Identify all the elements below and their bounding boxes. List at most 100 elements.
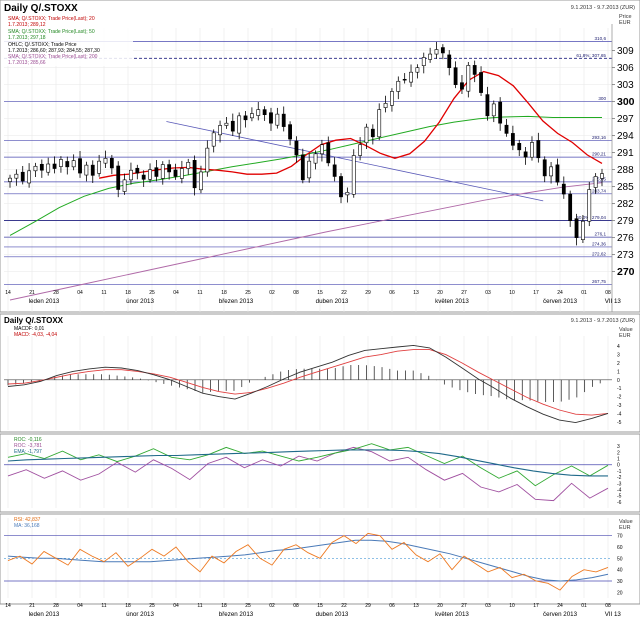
bottom-day-label: 04 xyxy=(77,603,83,609)
candle-body xyxy=(568,193,573,221)
candle-body xyxy=(555,164,560,183)
candle-body xyxy=(447,54,452,68)
candle-body xyxy=(46,163,51,173)
price-month-label: květen 2013 xyxy=(435,298,469,305)
macd-lines xyxy=(7,344,609,424)
macd-tick-label: -3 xyxy=(617,403,622,409)
price-unit-currency: EUR xyxy=(619,20,631,26)
candle-body xyxy=(59,159,63,167)
candle-body xyxy=(84,164,89,176)
macd-tick-label: -5 xyxy=(617,420,622,426)
rsi-ma-line xyxy=(7,539,609,582)
price-level-label: 293,16 xyxy=(592,135,606,140)
price-day-label: 27 xyxy=(461,290,467,296)
candle-body xyxy=(103,158,108,164)
candle-body xyxy=(472,65,477,75)
candle-body xyxy=(377,109,382,138)
candle-body xyxy=(536,140,541,159)
macd-value-label: Value xyxy=(619,327,633,333)
lower-date-range: 9.1.2013 - 9.7.2013 (ZUR) xyxy=(571,318,635,324)
candle-body xyxy=(364,126,369,144)
price-day-label: 02 xyxy=(269,290,275,296)
candle-body xyxy=(281,113,286,127)
price-day-label: 08 xyxy=(293,290,299,296)
price-tick-label: 273 xyxy=(617,250,634,261)
price-panel[interactable]: Daily Q/.STOXX 9.1.2013 - 9.7.2013 (ZUR)… xyxy=(0,0,640,313)
price-tick-label: 270 xyxy=(617,266,635,278)
candle-body xyxy=(313,153,318,164)
candle-body xyxy=(97,160,102,174)
candle-body xyxy=(300,154,305,181)
macd-panel[interactable]: Daily Q/.STOXX 9.1.2013 - 9.7.2013 (ZUR)… xyxy=(0,313,640,433)
candle-body xyxy=(65,161,70,168)
legend-ohlc-label: OHLC; Q/.STOXX; Trade Price xyxy=(8,42,77,48)
price-tick-label: 285 xyxy=(617,182,634,193)
price-level-label: 283,74 xyxy=(592,188,606,193)
price-moving-averages xyxy=(9,70,603,301)
candle-body xyxy=(262,109,267,115)
rsi-value-currency: EUR xyxy=(619,525,631,531)
candle-body xyxy=(199,171,203,191)
candle-body xyxy=(593,176,598,188)
price-unit-label: Price xyxy=(619,14,632,20)
macd-tick-label: 0 xyxy=(617,378,620,384)
legend-rsi-ma: MA: 36,168 xyxy=(14,523,40,529)
candle-body xyxy=(27,170,31,184)
candle-body xyxy=(135,167,140,174)
roc-tick-label: -2 xyxy=(617,475,622,481)
price-day-label: 11 xyxy=(101,290,106,296)
price-day-label: 11 xyxy=(197,290,202,296)
bottom-month-label: květen 2013 xyxy=(435,611,469,618)
price-day-label: 29 xyxy=(365,290,371,296)
bottom-day-label: 11 xyxy=(197,603,202,609)
bottom-day-label: 18 xyxy=(221,603,227,609)
candle-body xyxy=(275,113,280,126)
candle-body xyxy=(510,133,515,146)
candle-body xyxy=(129,169,133,181)
roc-grid xyxy=(4,440,612,508)
candle-body xyxy=(561,183,566,195)
rsi-tick-label: 20 xyxy=(617,590,623,596)
roc-tick-label: 2 xyxy=(617,450,620,456)
candle-body xyxy=(39,163,44,171)
price-month-label: duben 2013 xyxy=(316,298,349,305)
bottom-day-label: 14 xyxy=(5,603,11,609)
macd-tick-label: 1 xyxy=(617,369,620,375)
price-day-label: 13 xyxy=(413,290,419,296)
price-level-label: 290,21 xyxy=(592,152,606,157)
rsi-panel[interactable]: Value EUR 70 60 50 40 30 20 RSI: 42,837 MA: 3… xyxy=(0,513,640,618)
legend-macdf: MACDF: 0,01 xyxy=(14,326,45,332)
price-tick-label: 282 xyxy=(617,199,634,210)
candle-body xyxy=(288,124,292,140)
macd-tick-label: -2 xyxy=(617,395,622,401)
price-day-label: 08 xyxy=(605,290,611,296)
price-level-label: 272,62 xyxy=(592,251,606,256)
bottom-day-label: 27 xyxy=(461,603,467,609)
candle-body xyxy=(549,166,553,177)
roc-lines xyxy=(7,443,609,502)
bottom-day-label: 15 xyxy=(317,603,323,609)
candle-body xyxy=(402,78,407,81)
roc-tick-label: -1 xyxy=(617,469,622,475)
roc-tick-label: 1 xyxy=(617,457,620,463)
candle-body xyxy=(205,147,210,173)
candle-body xyxy=(78,158,82,174)
candle-body xyxy=(581,220,585,240)
candle-body xyxy=(237,115,242,134)
sma200-line xyxy=(9,182,603,301)
bottom-day-label: 25 xyxy=(245,603,251,609)
price-level-label: 267,75 xyxy=(592,279,606,284)
macd-tick-label: 2 xyxy=(617,361,620,367)
candle-body xyxy=(351,155,356,195)
bottom-month-label: leden 2013 xyxy=(29,611,60,618)
price-tick-label: 306 xyxy=(617,63,634,74)
candle-body xyxy=(8,177,12,182)
price-day-label: 22 xyxy=(341,290,347,296)
macd-tick-label: 4 xyxy=(617,344,620,350)
price-day-label: 06 xyxy=(389,290,395,296)
price-tick-label: 291 xyxy=(617,148,634,159)
bottom-day-label: 04 xyxy=(173,603,179,609)
candle-body xyxy=(249,113,254,119)
